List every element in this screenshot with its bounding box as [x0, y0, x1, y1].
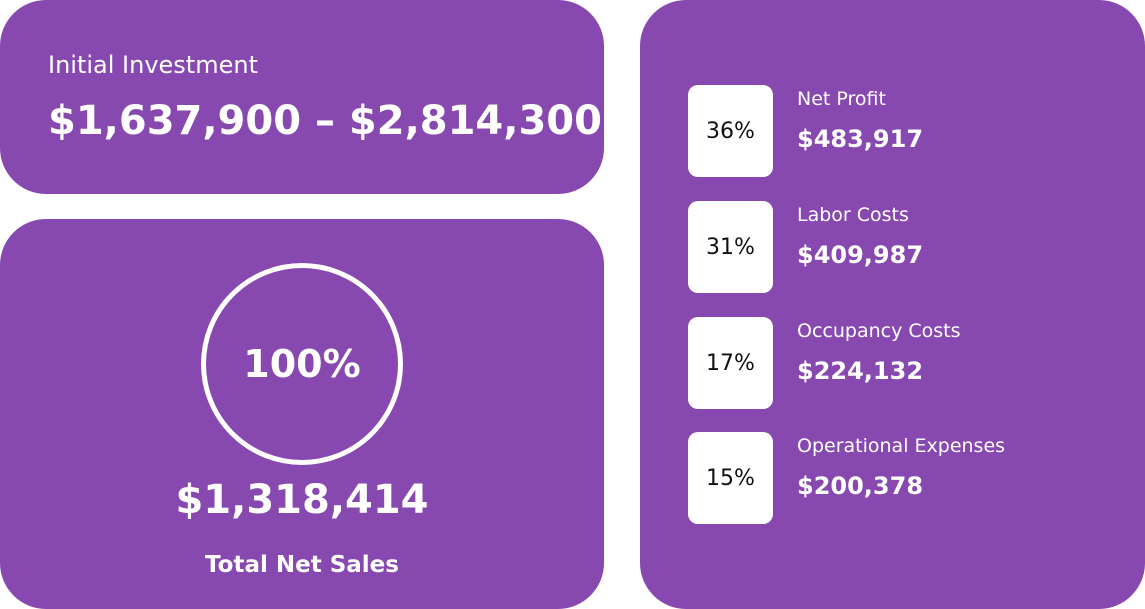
total-percent-text: 100% [243, 342, 361, 386]
cost-breakdown-card: 36% Net Profit $483,917 31% Labor Costs … [640, 0, 1145, 609]
breakdown-item-value: $200,378 [797, 472, 924, 500]
breakdown-item-labor-costs: 31% Labor Costs $409,987 [688, 201, 1108, 293]
initial-investment-value: $1,637,900 – $2,814,300 [48, 98, 602, 144]
total-percent-ring: 100% [201, 263, 403, 465]
total-net-sales-value: $1,318,414 [175, 477, 429, 523]
breakdown-item-value: $224,132 [797, 357, 924, 385]
breakdown-item-label: Operational Expenses [797, 435, 1006, 457]
percent-badge: 15% [688, 432, 773, 524]
breakdown-item-value: $483,917 [797, 125, 924, 153]
total-net-sales-card: 100% $1,318,414 Total Net Sales [0, 219, 604, 609]
initial-investment-label: Initial Investment [48, 51, 258, 79]
percent-badge: 31% [688, 201, 773, 293]
breakdown-item-net-profit: 36% Net Profit $483,917 [688, 85, 1108, 177]
initial-investment-card: Initial Investment $1,637,900 – $2,814,3… [0, 0, 604, 194]
breakdown-item-label: Labor Costs [797, 204, 909, 226]
breakdown-item-label: Occupancy Costs [797, 320, 961, 342]
total-net-sales-label: Total Net Sales [205, 552, 399, 578]
breakdown-item-label: Net Profit [797, 88, 886, 110]
percent-badge: 36% [688, 85, 773, 177]
percent-badge: 17% [688, 317, 773, 409]
breakdown-item-occupancy-costs: 17% Occupancy Costs $224,132 [688, 317, 1108, 409]
breakdown-item-value: $409,987 [797, 241, 924, 269]
breakdown-item-operational-expenses: 15% Operational Expenses $200,378 [688, 432, 1108, 524]
